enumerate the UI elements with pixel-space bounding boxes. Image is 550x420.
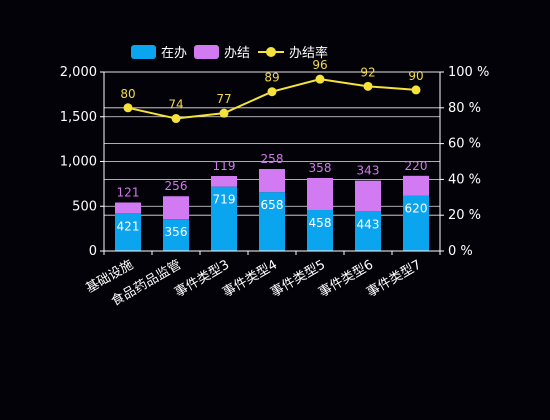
bar-completed <box>163 196 189 220</box>
label-in-progress: 719 <box>213 193 236 207</box>
bar-in-progress <box>163 219 189 251</box>
bar-series <box>115 169 429 251</box>
bar-completed <box>355 180 381 212</box>
label-completed: 258 <box>261 152 284 166</box>
rate-point <box>363 81 373 91</box>
label-rate: 90 <box>408 69 423 83</box>
label-completed: 343 <box>357 164 380 178</box>
bar-in-progress <box>355 211 381 251</box>
label-rate: 92 <box>360 65 375 79</box>
bar-completed <box>307 177 333 211</box>
rate-point <box>123 103 133 113</box>
y2-tick-label: 80 % <box>448 101 481 116</box>
legend-label-in-progress: 在办 <box>161 46 187 61</box>
bar-in-progress <box>307 210 333 251</box>
legend-label-completed: 办结 <box>224 46 250 61</box>
legend-label-rate: 办结率 <box>289 45 328 61</box>
rate-line-series <box>123 74 421 124</box>
label-in-progress: 458 <box>309 216 332 230</box>
rate-point <box>219 108 229 118</box>
label-rate: 96 <box>312 58 327 72</box>
bar-completed <box>211 175 237 187</box>
label-rate: 74 <box>168 98 183 112</box>
label-completed: 358 <box>309 161 332 175</box>
bar-completed <box>403 175 429 196</box>
legend-swatch-rate-dot <box>266 47 276 57</box>
y2-tick-label: 0 % <box>448 244 473 259</box>
legend[interactable]: 在办 办结 办结率 <box>131 45 328 61</box>
bar-in-progress <box>403 195 429 251</box>
label-in-progress: 620 <box>405 202 428 216</box>
rate-point <box>411 85 421 95</box>
rate-point <box>315 74 325 84</box>
legend-swatch-completed <box>194 45 219 59</box>
label-in-progress: 421 <box>117 219 140 233</box>
y-tick-label: 2,000 <box>60 65 97 80</box>
y-tick-label: 500 <box>72 199 97 214</box>
label-completed: 220 <box>405 159 428 173</box>
bar-completed <box>115 202 141 214</box>
legend-swatch-in-progress <box>131 45 156 59</box>
rate-point <box>267 87 277 97</box>
y-tick-label: 0 <box>89 244 97 259</box>
bar-in-progress <box>211 186 237 251</box>
y-tick-label: 1,500 <box>60 110 97 125</box>
y2-tick-label: 20 % <box>448 208 481 223</box>
data-labels: 421 121 80 356 256 74 719 119 77 658 258 89 458 358 96… <box>117 58 428 239</box>
label-completed: 121 <box>117 185 140 199</box>
bar-completed <box>259 169 285 193</box>
rate-point <box>171 114 181 124</box>
y-tick-label: 1,000 <box>60 155 97 170</box>
label-in-progress: 443 <box>357 217 380 231</box>
bar-in-progress <box>115 213 141 251</box>
y2-tick-label: 60 % <box>448 137 481 152</box>
y2-tick-label: 100 % <box>448 65 489 80</box>
label-completed: 119 <box>213 159 236 173</box>
bar-in-progress <box>259 192 285 251</box>
label-rate: 77 <box>216 92 231 106</box>
label-rate: 80 <box>120 87 135 101</box>
label-completed: 256 <box>165 179 188 193</box>
label-rate: 89 <box>264 71 279 85</box>
label-in-progress: 658 <box>261 198 284 212</box>
y2-tick-label: 40 % <box>448 172 481 187</box>
label-in-progress: 356 <box>165 225 188 239</box>
